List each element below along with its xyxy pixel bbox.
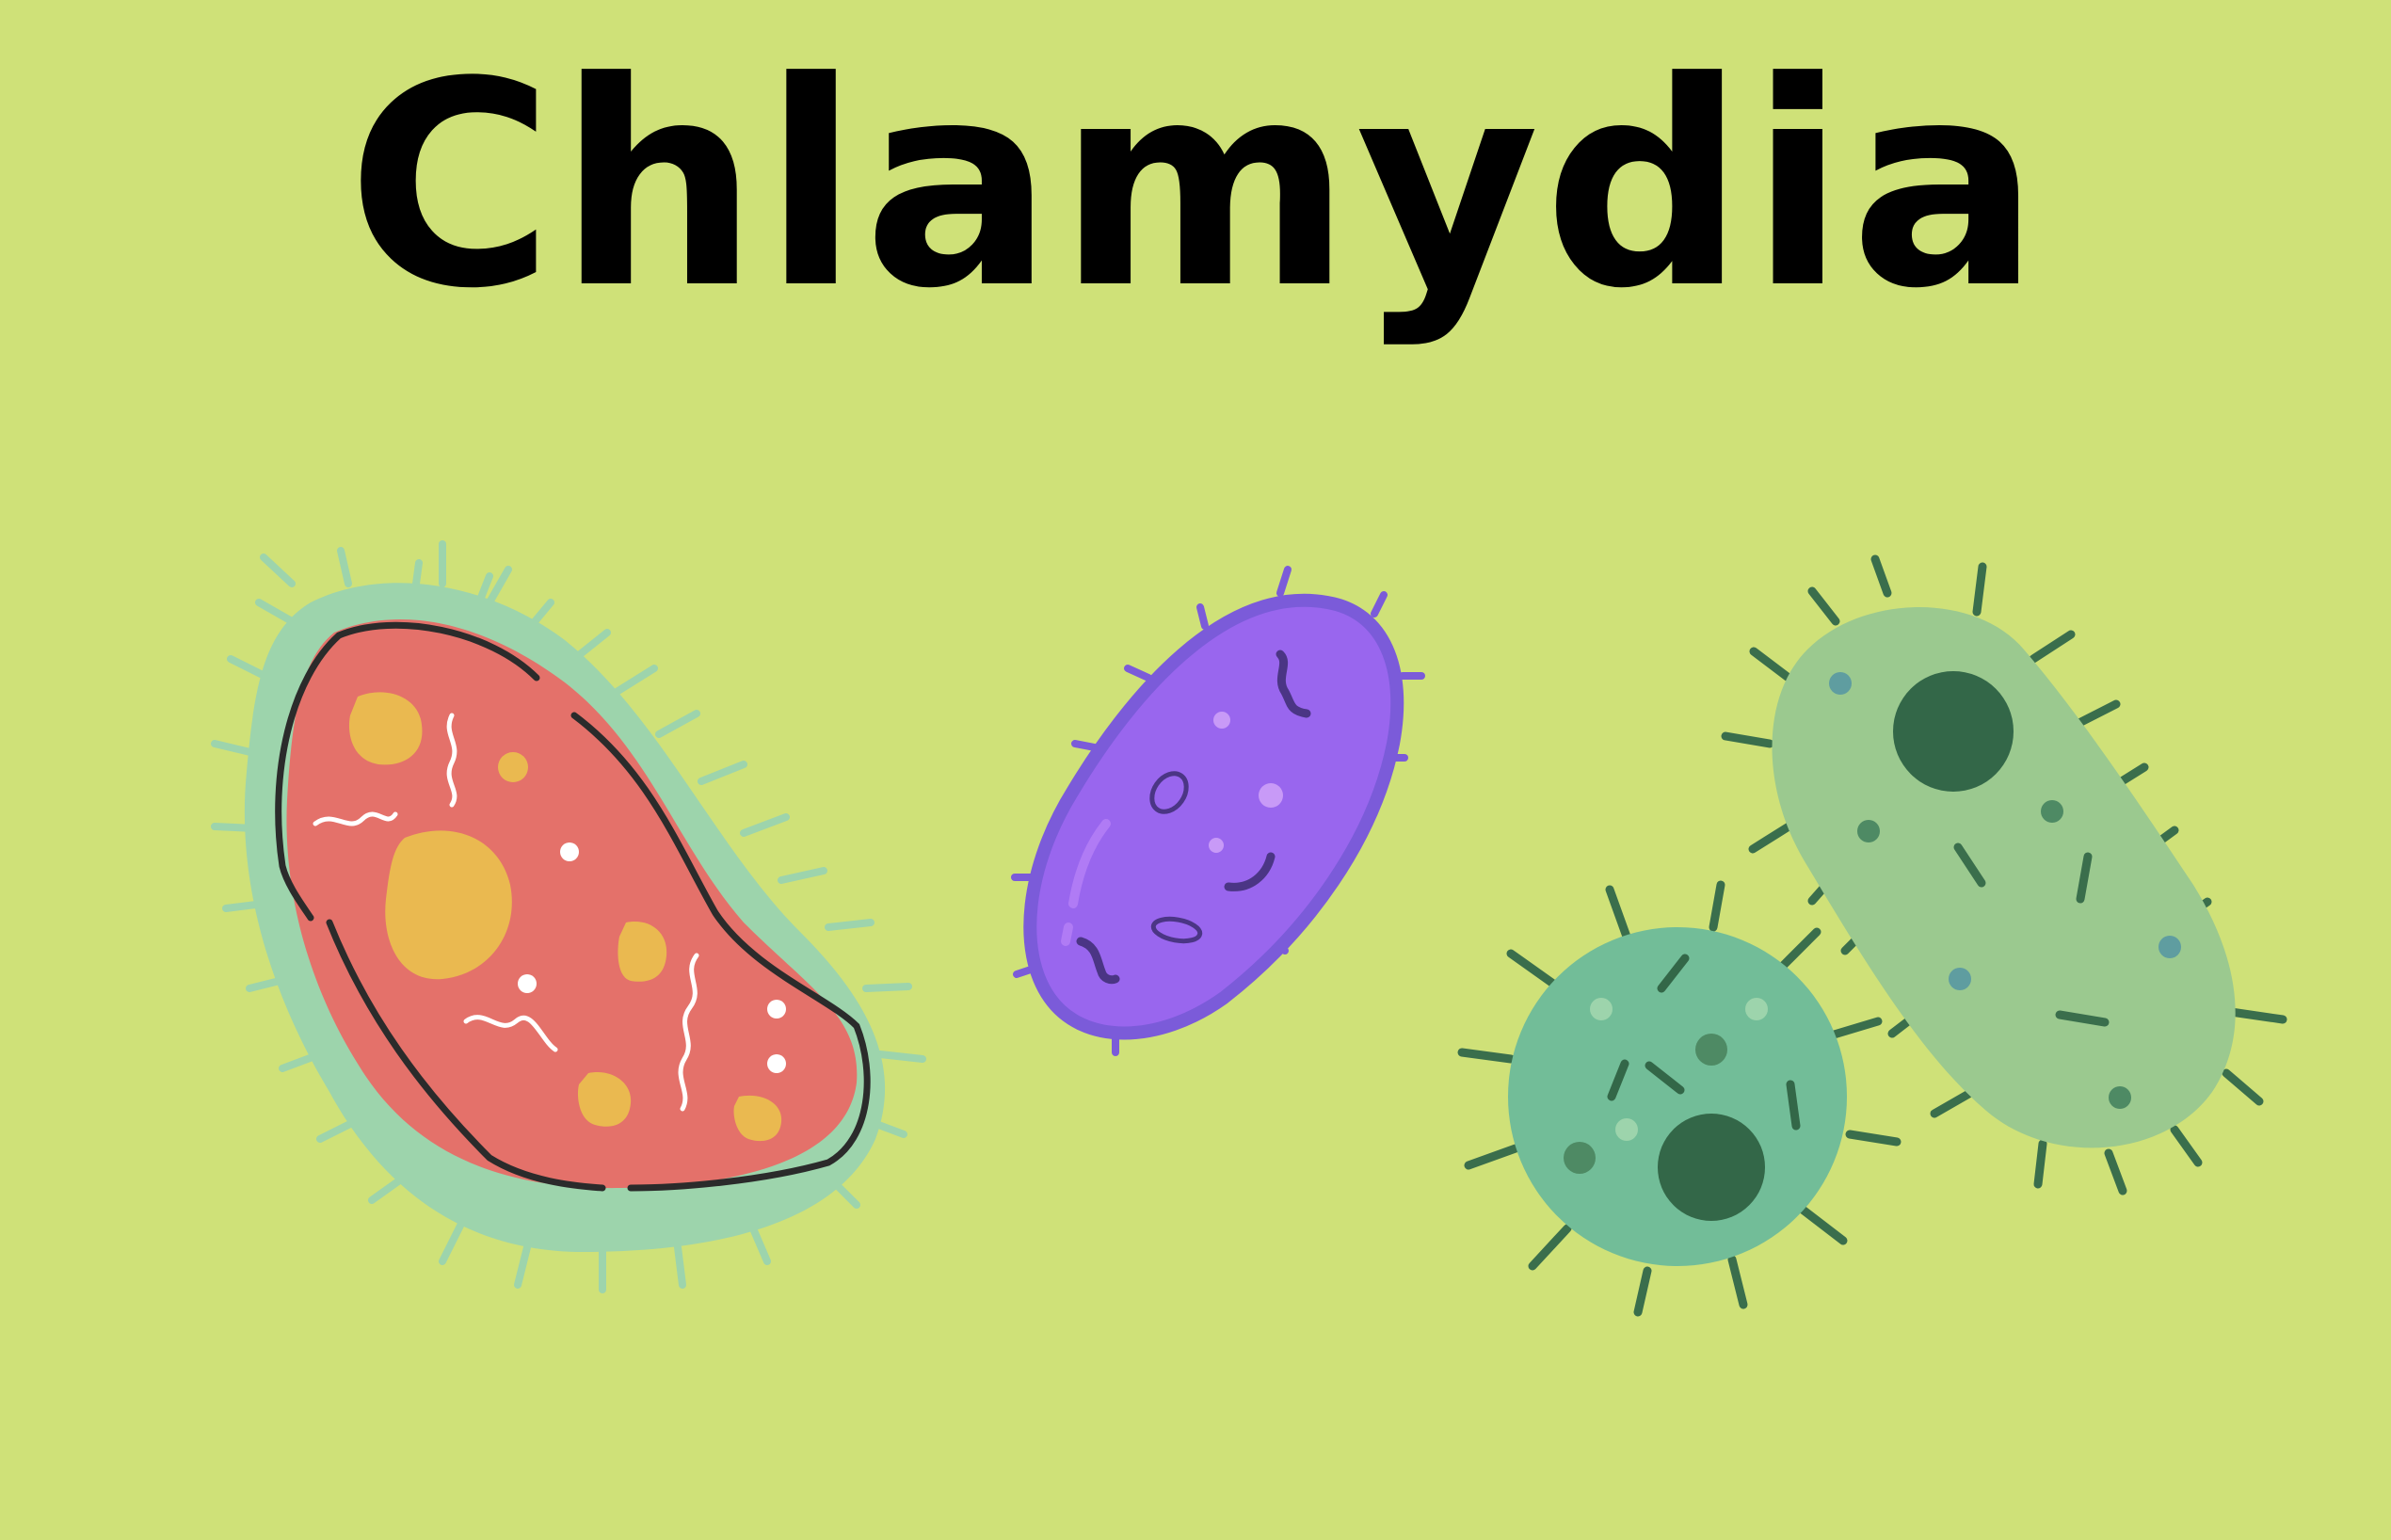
- rod-bacterium-green-dots: [1857, 800, 2131, 1109]
- red-bacterium-granules: [348, 692, 782, 1142]
- red-bacterium-dots: [518, 842, 786, 1073]
- purple-bacterium-highlights: [1061, 819, 1111, 946]
- rod-bacterium-dashes: [1953, 842, 2110, 1027]
- page-title: Chlamydia: [346, 22, 2045, 350]
- round-bacterium-light-dots: [1590, 998, 1768, 1141]
- rod-bacterium-body: [1772, 607, 2236, 1148]
- red-bacterium-membrane-lines: [275, 621, 871, 1192]
- purple-bacterium-body: [1023, 594, 1404, 1040]
- rod-bacterium-nucleus: [1893, 671, 2014, 792]
- purple-bacterium-squiggles: [1076, 650, 1311, 985]
- red-oval-bacterium-icon: [211, 540, 926, 1293]
- purple-bacterium-dots: [1209, 712, 1283, 853]
- rod-bacterium-dots: [1829, 672, 2181, 990]
- round-bacterium-cilia: [1457, 880, 1902, 1317]
- red-bacterium-squiggles: [313, 713, 699, 1112]
- rod-bacterium-cilia: [1721, 554, 2287, 1195]
- green-round-bacterium-icon: [1457, 880, 1902, 1317]
- green-rod-bacterium-icon: [1721, 554, 2287, 1195]
- red-bacterium-body: [286, 618, 858, 1189]
- round-bacterium-nucleus: [1658, 1114, 1765, 1221]
- purple-capsule-bacterium-icon: [1011, 566, 1425, 1056]
- round-bacterium-dashes: [1607, 954, 1801, 1131]
- round-bacterium-dark-dots: [1564, 1034, 1727, 1174]
- purple-bacterium-rings: [1149, 771, 1203, 944]
